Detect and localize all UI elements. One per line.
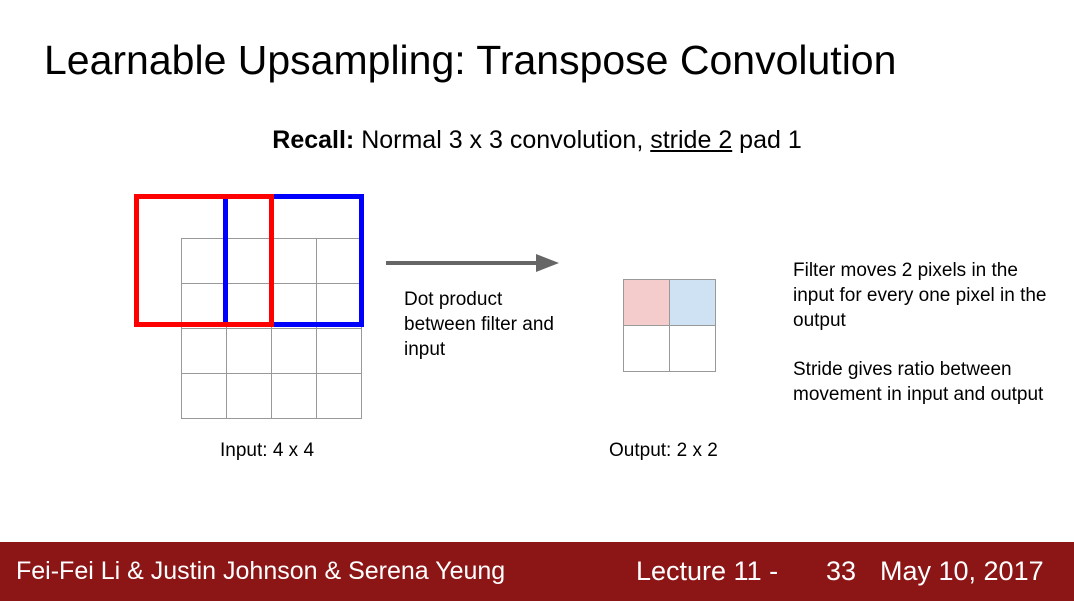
- output-cell-blue: [669, 279, 716, 326]
- slide-title: Learnable Upsampling: Transpose Convolut…: [44, 37, 897, 83]
- dot-product-note: Dot product between filter and input: [404, 289, 554, 360]
- input-cell: [271, 283, 317, 329]
- footer-bar: Fei-Fei Li & Justin Johnson & Serena Yeu…: [0, 542, 1074, 601]
- input-cell: [316, 283, 362, 329]
- recall-label: Recall:: [272, 126, 355, 154]
- input-caption: Input: 4 x 4: [220, 440, 315, 461]
- input-cell: [226, 373, 272, 419]
- input-cell: [271, 373, 317, 419]
- footer-lecture: Lecture 11 -: [636, 556, 779, 586]
- recall-text-2: pad 1: [732, 126, 802, 154]
- output-cell: [623, 325, 670, 372]
- arrow-right-icon: [386, 254, 559, 272]
- red-filter-box: [134, 194, 274, 327]
- input-cell: [316, 328, 362, 374]
- output-cell-red: [623, 279, 670, 326]
- blue-filter-box: [223, 194, 364, 327]
- recall-line: Recall: Normal 3 x 3 convolution, stride…: [0, 124, 1074, 156]
- input-cell: [181, 373, 227, 419]
- input-cell: [226, 328, 272, 374]
- input-cell: [271, 328, 317, 374]
- recall-text-1: Normal 3 x 3 convolution,: [354, 126, 651, 154]
- footer-page-number: 33: [826, 556, 857, 586]
- output-caption: Output: 2 x 2: [609, 440, 718, 461]
- recall-stride: stride 2: [650, 126, 733, 154]
- stride-note: Stride gives ratio between movement in i…: [793, 359, 1044, 405]
- footer-date: May 10, 2017: [880, 556, 1044, 586]
- input-cell: [181, 328, 227, 374]
- output-grid: [623, 279, 716, 372]
- output-cell: [669, 325, 716, 372]
- footer-authors: Fei-Fei Li & Justin Johnson & Serena Yeu…: [16, 557, 506, 585]
- input-cell: [316, 373, 362, 419]
- input-cell: [181, 238, 227, 284]
- filter-note: Filter moves 2 pixels in the input for e…: [793, 260, 1047, 331]
